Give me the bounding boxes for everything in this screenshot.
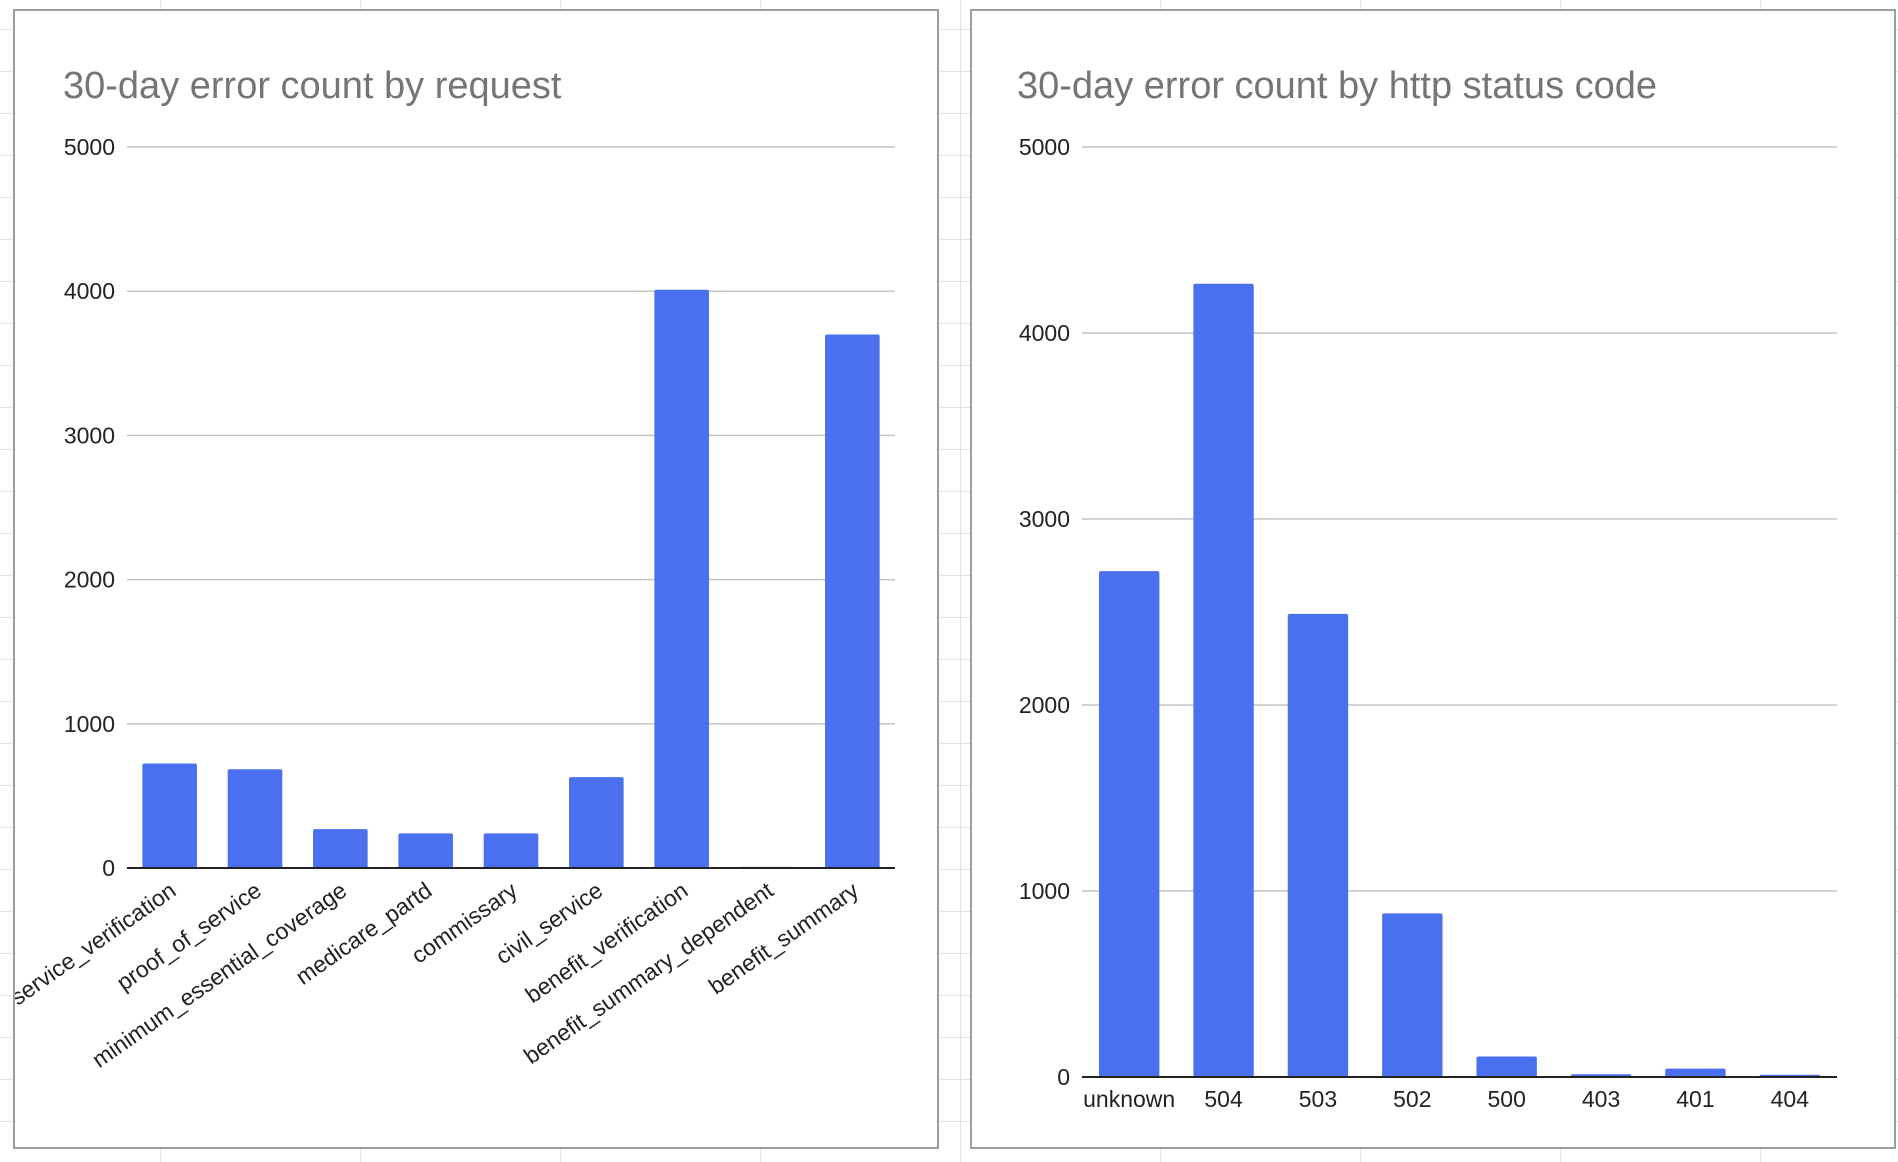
y-tick-label: 0	[102, 855, 115, 881]
x-tick-label: proof_of_service	[112, 877, 266, 996]
y-tick-label: 0	[1057, 1064, 1070, 1090]
y-tick-label: 5000	[1019, 134, 1070, 160]
x-tick-label: 401	[1676, 1086, 1714, 1112]
chart-by-request: 30-day error count by request 0 1000 2000 3…	[15, 65, 895, 1073]
y-tick-label: 1000	[64, 711, 115, 737]
bar[interactable]	[313, 829, 368, 868]
chart-panel-by-status-code[interactable]: 30-day error count by http status code 0…	[970, 9, 1896, 1149]
x-tick-label: 502	[1393, 1086, 1431, 1112]
y-tick-label: 5000	[64, 134, 115, 160]
chart-title: 30-day error count by http status code	[1017, 65, 1657, 107]
x-tick-label: 500	[1488, 1086, 1526, 1112]
bar[interactable]	[1476, 1056, 1537, 1077]
y-tick-label: 4000	[1019, 320, 1070, 346]
bar[interactable]	[654, 289, 709, 868]
bar[interactable]	[825, 334, 880, 869]
chart-title: 30-day error count by request	[63, 65, 562, 107]
y-tick-label: 2000	[1019, 692, 1070, 718]
bar[interactable]	[1193, 283, 1254, 1078]
bar[interactable]	[1098, 571, 1160, 1077]
x-tick-label: 504	[1204, 1086, 1243, 1112]
x-tick-label: 403	[1582, 1086, 1620, 1112]
chart-panel-by-request[interactable]: 30-day error count by request 0 1000 2000 3…	[13, 9, 939, 1149]
chart-by-status-code: 30-day error count by http status code 0…	[1017, 65, 1837, 1112]
x-tick-label: 503	[1299, 1086, 1337, 1112]
y-tick-label: 3000	[64, 422, 115, 448]
bar[interactable]	[1665, 1068, 1726, 1077]
y-tick-label: 4000	[64, 278, 115, 304]
bar[interactable]	[569, 777, 624, 868]
y-tick-label: 2000	[64, 567, 115, 593]
bar[interactable]	[142, 763, 197, 868]
bar[interactable]	[1287, 613, 1349, 1077]
bar[interactable]	[1382, 913, 1443, 1077]
y-tick-label: 3000	[1019, 506, 1070, 532]
x-tick-label: 404	[1771, 1086, 1810, 1112]
bar[interactable]	[483, 833, 539, 868]
y-tick-label: 1000	[1019, 878, 1070, 904]
x-tick-label: benefit_summary	[704, 877, 864, 1000]
bar[interactable]	[398, 833, 453, 868]
bar[interactable]	[227, 769, 283, 868]
x-tick-label: unknown	[1083, 1086, 1175, 1112]
